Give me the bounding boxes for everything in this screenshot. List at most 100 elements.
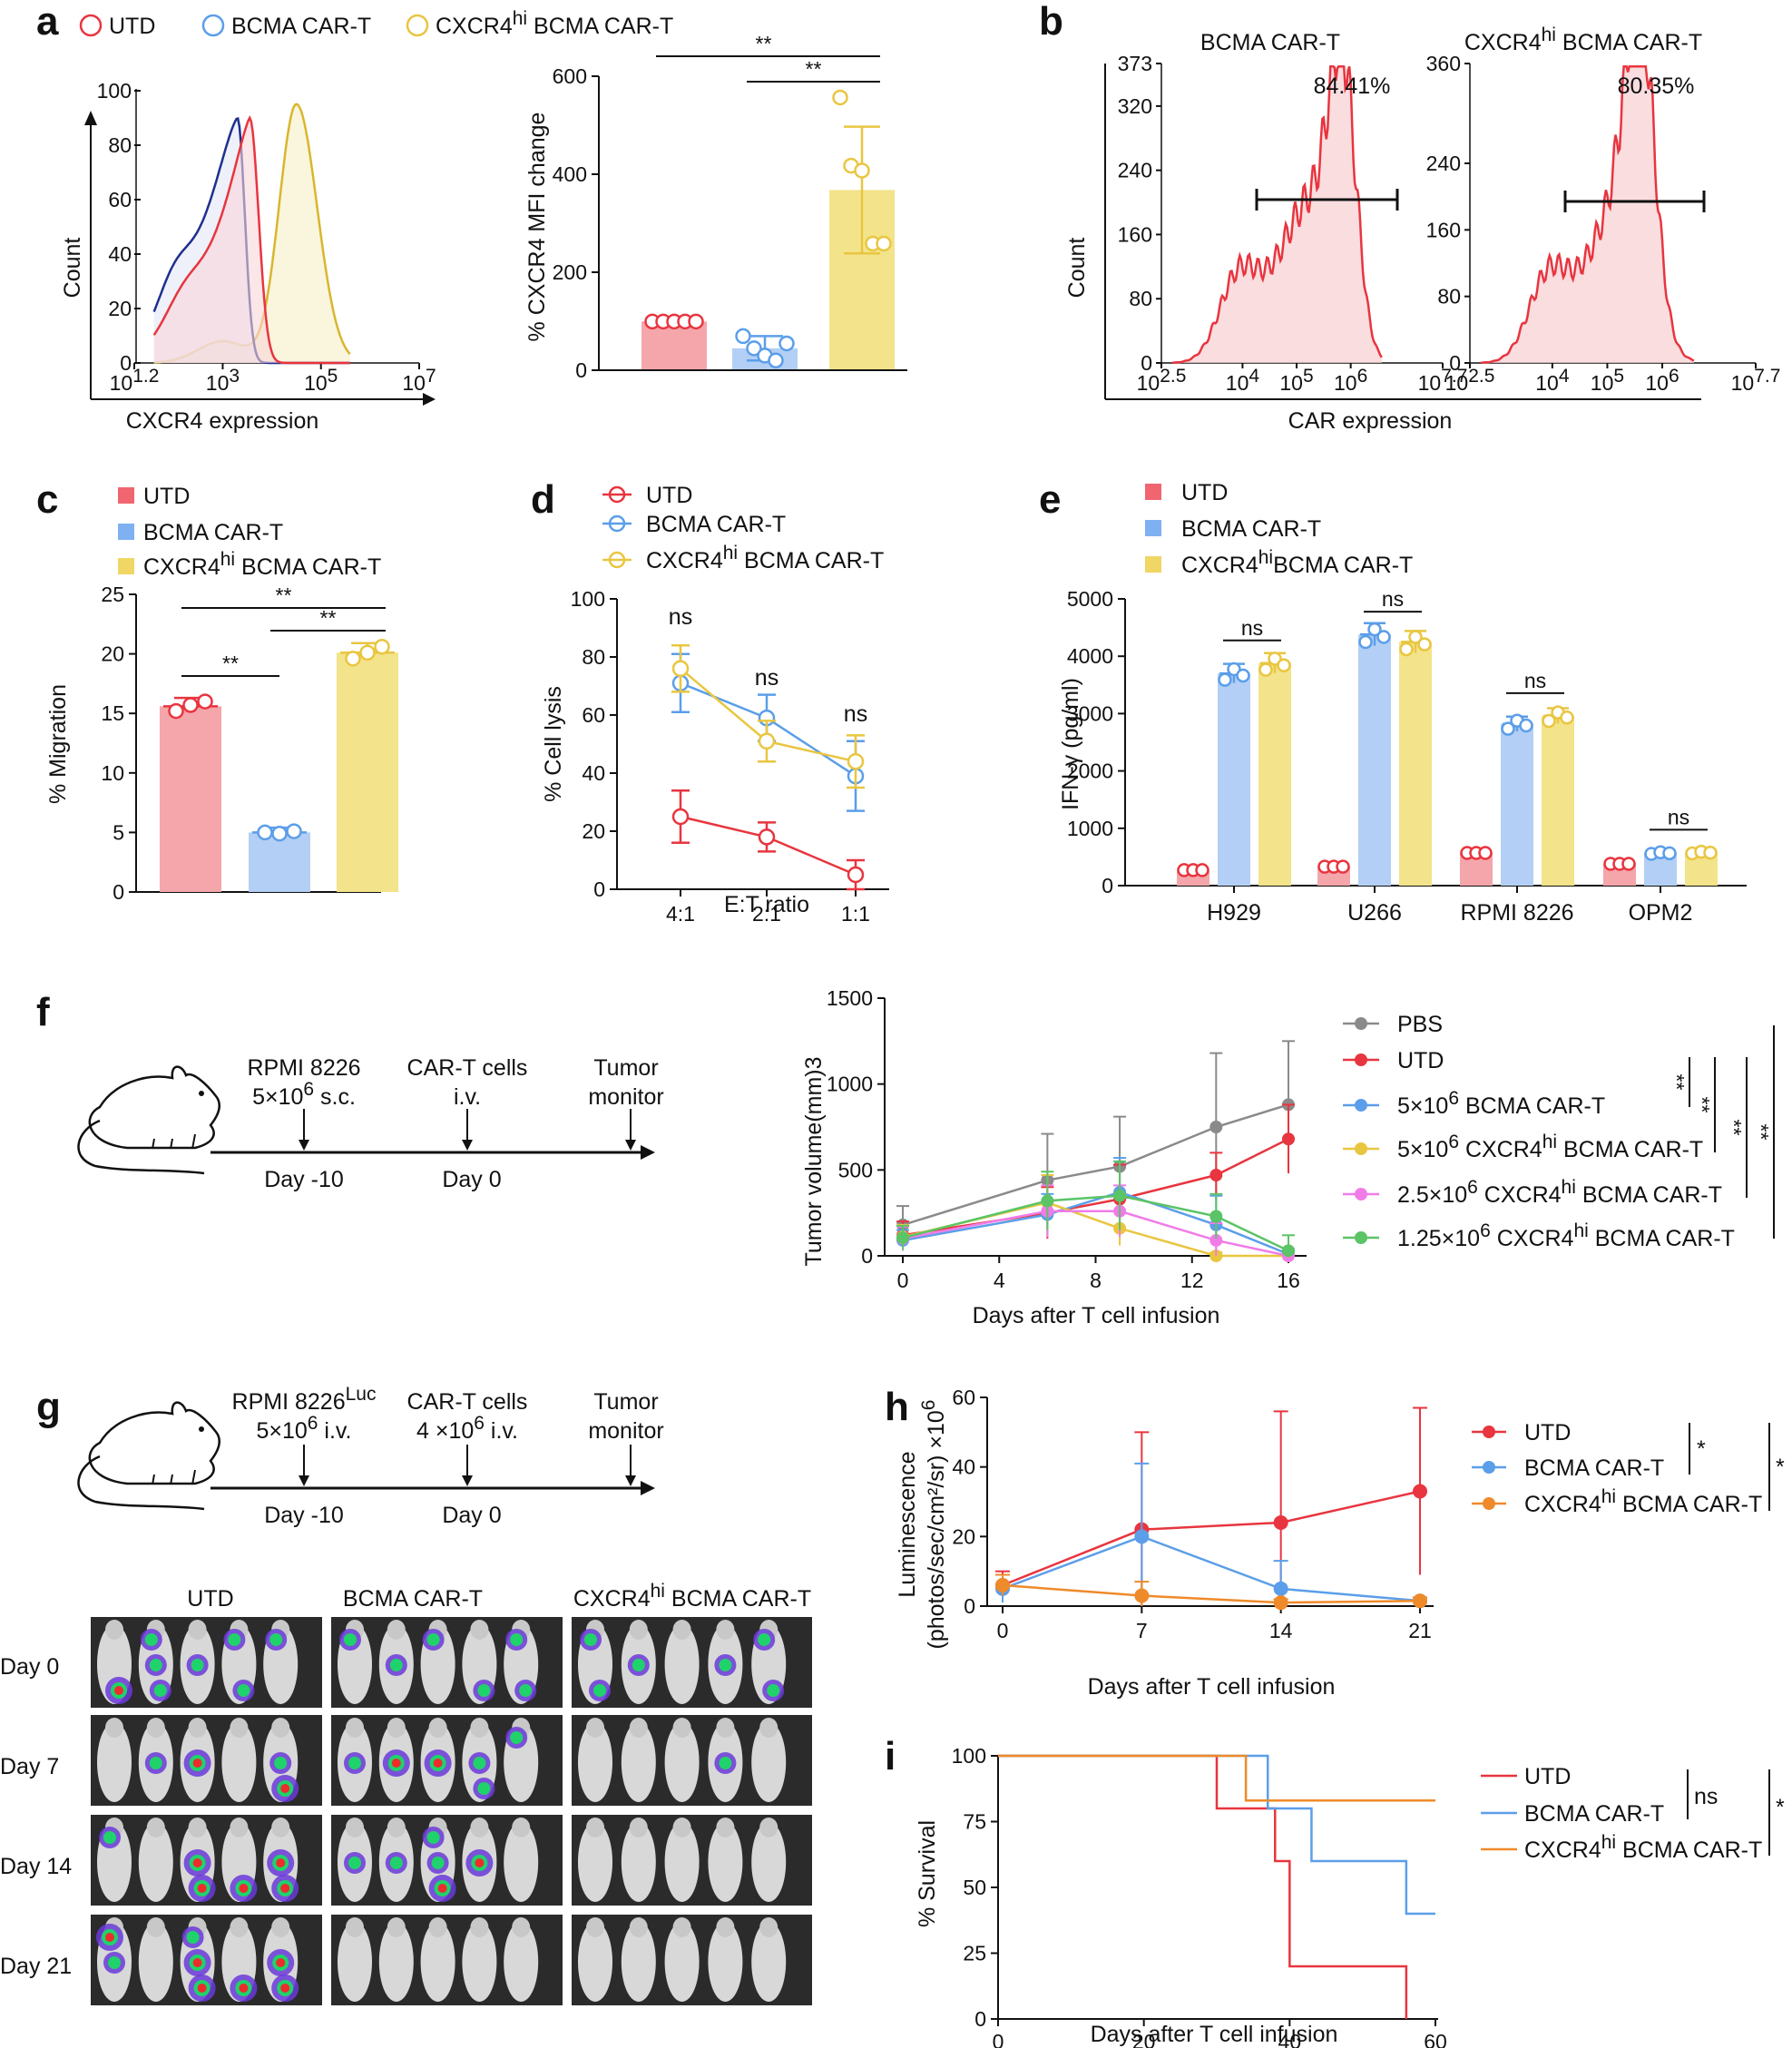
- imaging-mouse-head: [346, 1917, 364, 1937]
- e-ytick-label: 5000: [1067, 587, 1113, 611]
- imaging-mouse: [578, 1922, 612, 2002]
- imaging-signal: [276, 1858, 286, 1867]
- b-ytick-label: 360: [1426, 52, 1461, 75]
- d-ytick-label: 100: [571, 587, 605, 611]
- e-ytick-label: 2000: [1067, 759, 1113, 783]
- mouse-icon: [77, 1065, 220, 1175]
- imaging-signal: [280, 1984, 290, 1993]
- imaging-mouse-head: [672, 1718, 691, 1738]
- legend-c-swatch-utd: [118, 487, 134, 504]
- d-ns-label: ns: [669, 604, 692, 630]
- d-point: [758, 732, 776, 750]
- a2-point: [876, 235, 892, 252]
- a1-ytick-label: 0: [120, 351, 132, 375]
- imaging-group-utd: UTD: [187, 1586, 233, 1612]
- h-point: [1413, 1593, 1427, 1609]
- a1-ytick-label: 100: [97, 79, 132, 103]
- e-ylabel: IFN-γ (pg/ml): [1058, 678, 1083, 810]
- d-ytick-label: 40: [582, 761, 605, 785]
- f-legend-marker: [1355, 1231, 1367, 1244]
- c-ytick-label: 25: [101, 583, 124, 606]
- i-survival-line: [998, 1754, 1435, 1916]
- legend-e-label-cxcr4: CXCR4hiBCMA CAR-T: [1181, 547, 1413, 578]
- h-legend-marker: [1483, 1497, 1495, 1510]
- b-hist-fill: [1171, 66, 1382, 364]
- imaging-signal: [269, 1633, 283, 1646]
- d-ytick-label: 20: [582, 819, 605, 843]
- imaging-signal: [192, 1958, 202, 1967]
- g-step1-arrowhead: [299, 1475, 309, 1486]
- chart-f-tumor-volume: Tumor volume(mm)3 Days after T cell infu…: [801, 986, 1775, 1328]
- d-xtick-label: 2:1: [752, 902, 781, 926]
- imaging-signal: [280, 1784, 290, 1793]
- f-sig-label: **: [1665, 1074, 1689, 1091]
- imaging-signal: [197, 1984, 207, 1993]
- h-point: [1273, 1581, 1288, 1596]
- h-series-line: [1002, 1490, 1421, 1587]
- f-step2-line2: i.v.: [454, 1084, 481, 1110]
- panel-label-d: d: [531, 477, 555, 522]
- imaging-day-14: Day 14: [0, 1854, 72, 1879]
- e-ns-label: ns: [1241, 616, 1263, 640]
- f-legend-marker: [1355, 1053, 1367, 1066]
- f-point: [1209, 1169, 1223, 1182]
- h-ytick-label: 40: [952, 1455, 975, 1479]
- legend-a-label-bcma: BCMA CAR-T: [231, 14, 371, 39]
- e-point: [1376, 630, 1391, 644]
- imaging-signal: [477, 1782, 491, 1795]
- g-step2-line2: 4 ×106 i.v.: [416, 1413, 518, 1444]
- e-ytick-label: 4000: [1067, 644, 1113, 668]
- f-step3-arrowhead: [625, 1140, 636, 1151]
- f-xtick-label: 4: [994, 1269, 1005, 1292]
- chart-d-lysis: UTD BCMA CAR-T CXCR4hi BCMA CAR-T % Cell…: [541, 483, 889, 926]
- i-ylabel: % Survival: [915, 1820, 940, 1927]
- f-legend-marker: [1355, 1188, 1367, 1200]
- imaging-signal: [191, 1659, 204, 1671]
- mouse-icon: [77, 1401, 220, 1511]
- c-point: [257, 824, 273, 841]
- f-step1-line2: 5×106 s.c.: [252, 1079, 356, 1110]
- imaging-mouse: [708, 1822, 743, 1902]
- e-bar: [1542, 715, 1574, 886]
- h-xtick-label: 7: [1136, 1619, 1148, 1642]
- imaging-signal: [433, 1759, 443, 1768]
- f-legend-marker: [1355, 1099, 1367, 1112]
- a2-point: [832, 89, 848, 106]
- i-ytick-label: 0: [974, 2007, 986, 2031]
- h-ytick-label: 0: [964, 1594, 975, 1618]
- legend-c-label-cxcr4: CXCR4hi BCMA CAR-T: [143, 549, 381, 580]
- imaging-group-cxcr4: CXCR4hi BCMA CAR-T: [573, 1581, 811, 1612]
- i-ytick-label: 100: [952, 1744, 986, 1768]
- f-ytick-label: 1500: [827, 986, 873, 1010]
- imaging-mouse-head: [716, 1620, 735, 1640]
- a2-point: [768, 352, 784, 369]
- imaging-signal: [186, 1931, 200, 1944]
- imaging-signal: [510, 1633, 524, 1646]
- a1-xtick-label: 107: [402, 366, 436, 395]
- e-point: [1367, 622, 1382, 637]
- imaging-mouse-head: [271, 1917, 290, 1937]
- f-legend-label: 5×106 CXCR4hi BCMA CAR-T: [1397, 1132, 1703, 1162]
- imaging-day-21: Day 21: [0, 1954, 72, 1979]
- c-point: [359, 644, 376, 661]
- imaging-mouse: [751, 1722, 787, 1802]
- f-legend-label: PBS: [1397, 1012, 1443, 1037]
- imaging-signal: [149, 1757, 162, 1769]
- d-point: [758, 828, 776, 846]
- chart-a-histogram: Count CXCR4 expression 0 20 40 60 80 100 101.2…: [60, 79, 436, 434]
- e-xtick-label: U266: [1347, 900, 1402, 926]
- imaging-mouse: [621, 1922, 656, 2002]
- h-point: [995, 1578, 1010, 1592]
- legend-a-label-cxcr4: CXCR4hi BCMA CAR-T: [436, 8, 673, 39]
- f-ylabel: Tumor volume(mm)3: [801, 1056, 827, 1266]
- b-ytick-label: 240: [1426, 152, 1461, 175]
- a2-ytick-label: 200: [553, 260, 587, 284]
- imaging-mouse: [664, 1922, 700, 2002]
- imaging-mouse: [578, 1722, 612, 1802]
- h-point: [1273, 1515, 1288, 1530]
- a2-ytick-label: 400: [553, 162, 587, 186]
- a1-ytick-label: 20: [108, 297, 132, 320]
- h-ytick-label: 60: [952, 1386, 975, 1409]
- imaging-signal: [767, 1684, 780, 1697]
